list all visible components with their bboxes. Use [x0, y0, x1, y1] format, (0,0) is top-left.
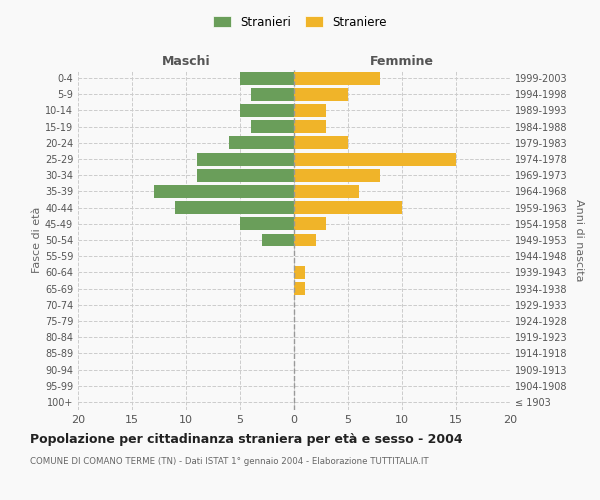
Bar [197, 169, 294, 181]
Bar [294, 201, 402, 214]
Bar [251, 88, 294, 101]
Bar [154, 185, 294, 198]
Bar [294, 185, 359, 198]
Bar [294, 72, 380, 85]
Bar [294, 152, 456, 166]
Bar [294, 218, 326, 230]
Bar [240, 104, 294, 117]
Bar [294, 120, 326, 133]
Bar [294, 169, 380, 181]
Bar [294, 136, 348, 149]
Bar [294, 234, 316, 246]
Bar [294, 282, 305, 295]
Text: COMUNE DI COMANO TERME (TN) - Dati ISTAT 1° gennaio 2004 - Elaborazione TUTTITAL: COMUNE DI COMANO TERME (TN) - Dati ISTAT… [30, 457, 428, 466]
Bar [240, 72, 294, 85]
Bar [175, 201, 294, 214]
Bar [294, 104, 326, 117]
Bar [294, 266, 305, 279]
Bar [240, 218, 294, 230]
Legend: Stranieri, Straniere: Stranieri, Straniere [208, 11, 392, 34]
Bar [229, 136, 294, 149]
Bar [251, 120, 294, 133]
Bar [197, 152, 294, 166]
Text: Popolazione per cittadinanza straniera per età e sesso - 2004: Popolazione per cittadinanza straniera p… [30, 432, 463, 446]
Text: Maschi: Maschi [161, 56, 211, 68]
Bar [262, 234, 294, 246]
Y-axis label: Fasce di età: Fasce di età [32, 207, 42, 273]
Text: Femmine: Femmine [370, 56, 434, 68]
Y-axis label: Anni di nascita: Anni di nascita [574, 198, 584, 281]
Bar [294, 88, 348, 101]
